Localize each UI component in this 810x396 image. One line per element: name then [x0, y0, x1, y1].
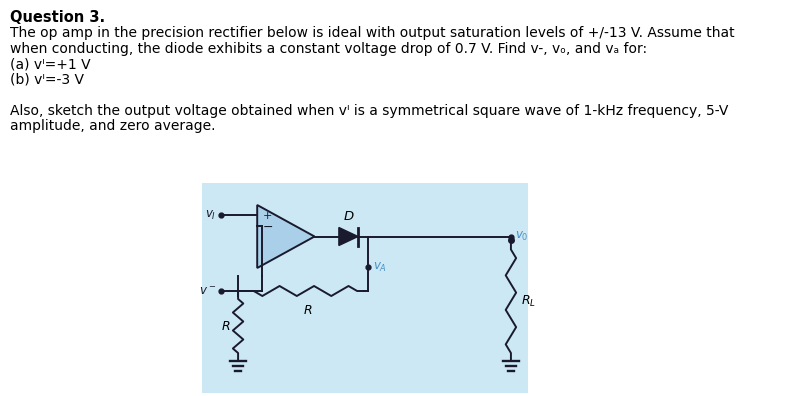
- Text: $v_I$: $v_I$: [205, 209, 216, 222]
- Text: −: −: [262, 221, 273, 234]
- Text: Also, sketch the output voltage obtained when vᴵ is a symmetrical square wave of: Also, sketch the output voltage obtained…: [11, 103, 729, 118]
- Text: +: +: [263, 211, 272, 221]
- Text: $R_L$: $R_L$: [522, 294, 536, 309]
- Text: $v_0$: $v_0$: [515, 230, 529, 243]
- Text: $v^-$: $v^-$: [199, 284, 216, 297]
- Text: Question 3.: Question 3.: [11, 10, 105, 25]
- Polygon shape: [339, 227, 358, 246]
- Text: D: D: [343, 209, 353, 223]
- Text: when conducting, the diode exhibits a constant voltage drop of 0.7 V. Find v-, v: when conducting, the diode exhibits a co…: [11, 42, 647, 55]
- Text: The op amp in the precision rectifier below is ideal with output saturation leve: The op amp in the precision rectifier be…: [11, 26, 735, 40]
- Polygon shape: [258, 205, 314, 268]
- Text: R: R: [303, 304, 312, 317]
- Text: (b) vᴵ=-3 V: (b) vᴵ=-3 V: [11, 72, 84, 86]
- FancyBboxPatch shape: [202, 183, 528, 393]
- Text: $v_A$: $v_A$: [373, 261, 387, 274]
- Text: (a) vᴵ=+1 V: (a) vᴵ=+1 V: [11, 57, 91, 71]
- Text: amplitude, and zero average.: amplitude, and zero average.: [11, 119, 216, 133]
- Text: R: R: [222, 320, 230, 333]
